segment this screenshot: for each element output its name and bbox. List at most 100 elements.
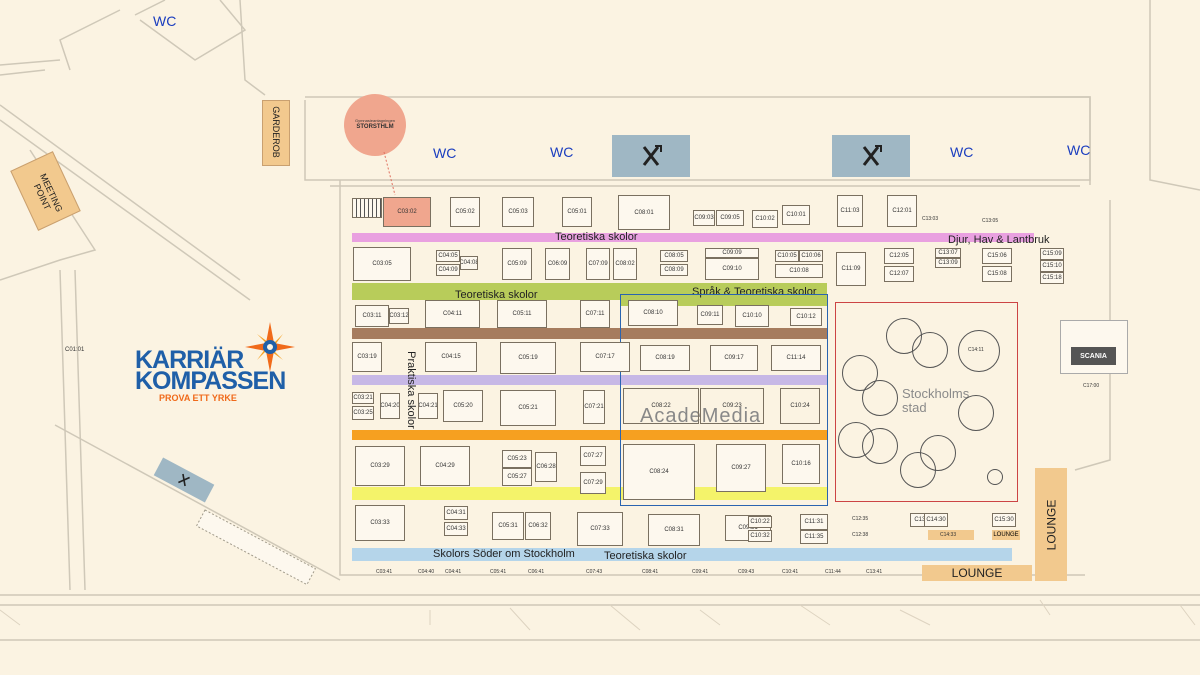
booth-c0409[interactable]: C04:09: [436, 264, 460, 276]
booth-c0431[interactable]: C04:31: [444, 506, 468, 520]
booth-c1510[interactable]: C15:10: [1040, 260, 1064, 272]
booth-c1135[interactable]: C11:35: [800, 530, 828, 544]
booth-c0911[interactable]: C09:11: [697, 305, 723, 325]
booth-c0503[interactable]: C05:03: [502, 197, 534, 227]
wc-label: WC: [550, 144, 574, 160]
booth-c1024[interactable]: C10:24: [780, 388, 820, 424]
booth-c0819[interactable]: C08:19: [640, 345, 690, 371]
booth-c0727[interactable]: C07:27: [580, 446, 606, 466]
booth-c0415[interactable]: C04:15: [425, 342, 477, 372]
booth-c0628[interactable]: C06:28: [535, 452, 557, 482]
booth-c0709[interactable]: C07:09: [586, 248, 610, 280]
booth-c1005[interactable]: C10:05: [775, 250, 799, 262]
round-table[interactable]: [862, 380, 898, 416]
booth-c1131[interactable]: C11:31: [800, 514, 828, 530]
booth-c0429[interactable]: C04:29: [420, 446, 470, 486]
booth-c0717[interactable]: C07:17: [580, 342, 630, 372]
round-table[interactable]: [900, 452, 936, 488]
booth-c1103[interactable]: C11:03: [837, 195, 863, 227]
booth-c0810[interactable]: C08:10: [628, 300, 678, 326]
booth-c0421[interactable]: C04:21: [418, 393, 438, 419]
booth-c0333[interactable]: C03:33: [355, 505, 405, 541]
booth-c0511[interactable]: C05:11: [497, 300, 547, 328]
booth-c1509[interactable]: C15:09: [1040, 248, 1064, 260]
booth-c0917[interactable]: C09:17: [710, 345, 758, 371]
booth-c1506[interactable]: C15:06: [982, 248, 1012, 264]
booth-c0509[interactable]: C05:09: [502, 248, 532, 280]
booth-c0319[interactable]: C03:19: [352, 342, 382, 372]
booth-label: C13:41: [866, 569, 883, 575]
booth-c1010[interactable]: C10:10: [735, 305, 769, 327]
booth-c0923[interactable]: C09:23: [700, 388, 764, 424]
booth-c1207[interactable]: C12:07: [884, 266, 914, 282]
booth-c0801[interactable]: C08:01: [618, 195, 670, 230]
booth-c0905[interactable]: C09:05: [716, 210, 744, 226]
round-table[interactable]: [912, 332, 948, 368]
round-table[interactable]: [987, 469, 1003, 485]
round-table[interactable]: [842, 355, 878, 391]
booth-c0805[interactable]: C08:05: [660, 250, 688, 262]
booth-c1032[interactable]: C10:32: [748, 530, 772, 542]
booth-c1430[interactable]: C14:30: [924, 513, 948, 527]
booth-c0632[interactable]: C06:32: [525, 512, 551, 540]
booth-c1307[interactable]: C13:07: [935, 248, 961, 258]
band-pink: [352, 233, 1034, 242]
booth-c0501[interactable]: C05:01: [562, 197, 592, 227]
booth-c0311[interactable]: C03:11: [355, 305, 389, 327]
stockholms-stad-line1: Stockholms: [902, 386, 970, 401]
booth-c0824[interactable]: C08:24: [623, 444, 695, 500]
booth-c1508[interactable]: C15:08: [982, 266, 1012, 282]
round-table[interactable]: [958, 395, 994, 431]
booth-c0329[interactable]: C03:29: [355, 446, 405, 486]
booth-c0729[interactable]: C07:29: [580, 472, 606, 494]
booth-c0520[interactable]: C05:20: [443, 390, 483, 422]
booth-c1201[interactable]: C12:01: [887, 195, 917, 227]
booth-c0420[interactable]: C04:20: [380, 393, 400, 419]
booth-c1109[interactable]: C11:09: [836, 252, 866, 286]
storsthlm-stand[interactable]: Gymnasieantagningen STORSTHLM: [344, 94, 406, 156]
booth-c0910[interactable]: C09:10: [705, 258, 759, 280]
booth-c0321[interactable]: C03:21: [352, 392, 374, 404]
round-table[interactable]: [862, 428, 898, 464]
booth-c0312[interactable]: C03:12: [389, 308, 409, 324]
booth-c1016[interactable]: C10:16: [782, 444, 820, 484]
booth-c0305[interactable]: C03:05: [353, 247, 411, 281]
booth-c1001[interactable]: C10:01: [782, 205, 810, 225]
booth-c0909[interactable]: C09:09: [705, 248, 759, 258]
booth-c0521[interactable]: C05:21: [500, 390, 556, 426]
booth-c1205[interactable]: C12:05: [884, 248, 914, 264]
booth-c0831[interactable]: C08:31: [648, 514, 700, 546]
stockholms-stad-line2: stad: [902, 400, 927, 415]
booth-c0302[interactable]: C03:02: [383, 197, 431, 227]
booth-c0927[interactable]: C09:27: [716, 444, 766, 492]
booth-c1008[interactable]: C10:08: [775, 264, 823, 278]
booth-c0527[interactable]: C05:27: [502, 468, 532, 486]
booth-c0809[interactable]: C08:09: [660, 264, 688, 276]
booth-c0408[interactable]: C04:08: [460, 256, 478, 270]
booth-c0903[interactable]: C09:03: [693, 210, 715, 226]
round-table[interactable]: [958, 330, 1000, 372]
booth-c0733[interactable]: C07:33: [577, 512, 623, 546]
booth-c1114[interactable]: C11:14: [771, 345, 821, 371]
booth-c0519[interactable]: C05:19: [500, 342, 556, 374]
booth-c0523[interactable]: C05:23: [502, 450, 532, 468]
booth-c0802[interactable]: C08:02: [613, 248, 637, 280]
booth-c1530[interactable]: C15:30: [992, 513, 1016, 527]
booth-c0502[interactable]: C05:02: [450, 197, 480, 227]
booth-c1518[interactable]: C15:18: [1040, 272, 1064, 284]
booth-c0433[interactable]: C04:33: [444, 522, 468, 536]
booth-c0822[interactable]: C08:22: [623, 388, 699, 424]
booth-c0405[interactable]: C04:05: [436, 250, 460, 262]
booth-c1002[interactable]: C10:02: [752, 210, 778, 228]
booth-c1012[interactable]: C10:12: [790, 308, 822, 326]
booth-c0411[interactable]: C04:11: [425, 300, 480, 328]
booth-c1309[interactable]: C13:09: [935, 258, 961, 268]
booth-c1022[interactable]: C10:22: [748, 516, 772, 528]
booth-c0711[interactable]: C07:11: [580, 300, 610, 328]
booth-c0531[interactable]: C05:31: [492, 512, 524, 540]
booth-c0609[interactable]: C06:09: [545, 248, 570, 280]
band-pink-left-label: Teoretiska skolor: [555, 231, 638, 243]
booth-c0325[interactable]: C03:25: [352, 406, 374, 420]
booth-c0721[interactable]: C07:21: [583, 390, 605, 424]
booth-c1006[interactable]: C10:06: [799, 250, 823, 262]
